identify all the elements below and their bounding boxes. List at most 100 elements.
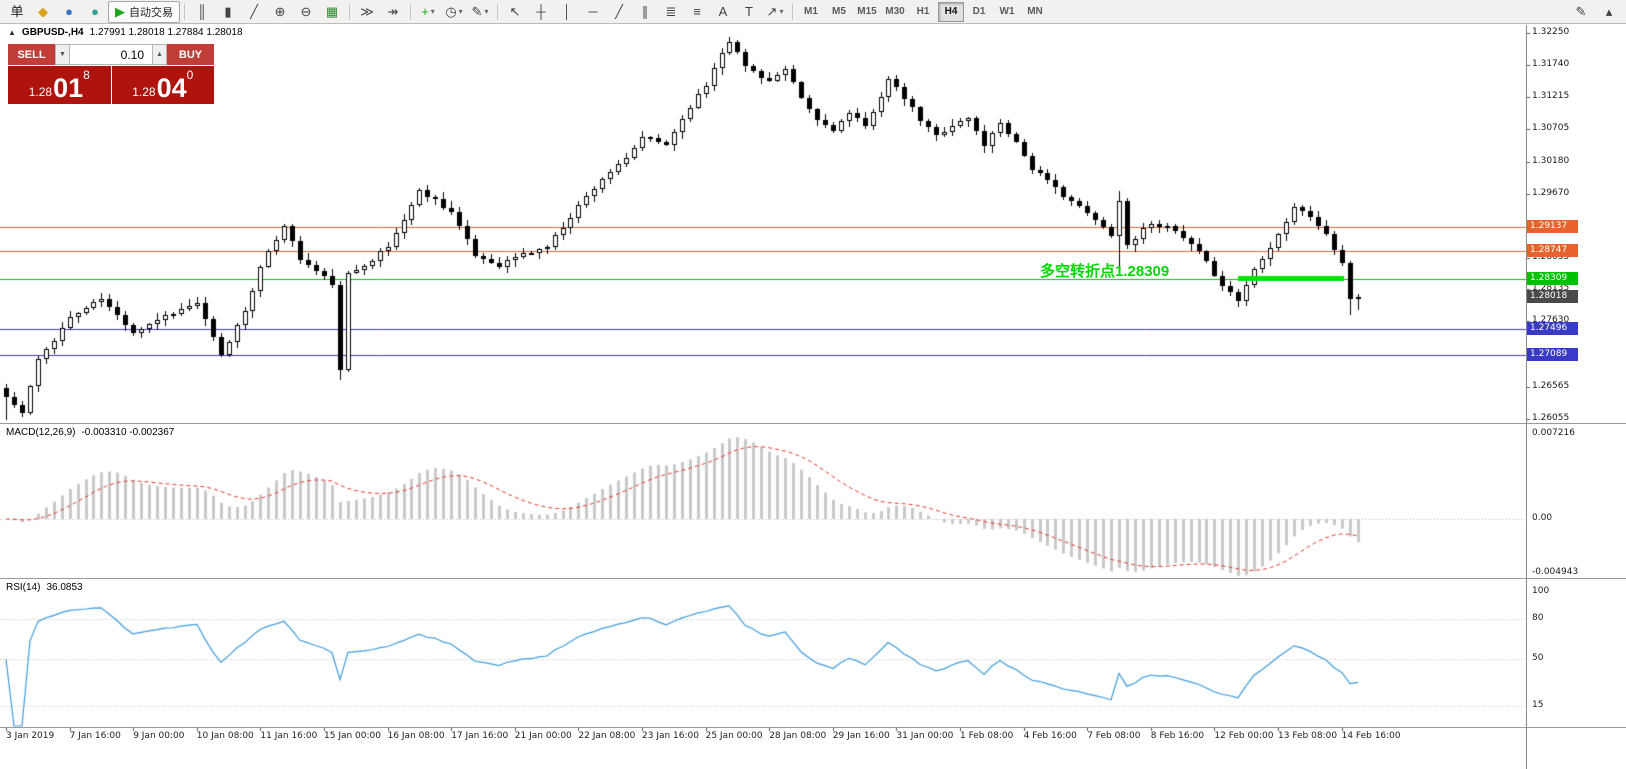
timeframe-m1-button[interactable]: M1	[804, 6, 818, 17]
collapse-toolbar-icon: ▴	[1605, 4, 1613, 19]
cursor-button[interactable]: ↖	[502, 1, 528, 23]
zoom-in-icon: ⊕	[274, 4, 286, 19]
price-level-badge: 1.27496	[1527, 322, 1578, 336]
timeframe-m5-button[interactable]: M5	[832, 6, 846, 17]
price-axis-label: 1.30705	[1532, 123, 1570, 134]
cursor-icon: ↖	[509, 4, 521, 19]
tile-windows-button[interactable]: ▦	[319, 1, 345, 23]
price-axis-label: 1.26565	[1532, 381, 1570, 392]
autotrading-label: 自动交易	[129, 6, 173, 19]
price-axis-label: 1.30180	[1532, 155, 1570, 166]
horizontal-line-button[interactable]: ─	[580, 1, 606, 23]
bar-chart-button[interactable]: ║	[189, 1, 215, 23]
candlestick-chart-button[interactable]: ▮	[215, 1, 241, 23]
timeframe-h1-button[interactable]: H1	[916, 6, 930, 17]
volume-input[interactable]: 0.10	[70, 44, 152, 65]
pivot-annotation-text[interactable]: 多空转折点1.28309	[1040, 263, 1170, 280]
templates-icon: ✎	[471, 4, 483, 19]
time-axis-label: 16 Jan 08:00	[387, 731, 445, 741]
price-axis-border[interactable]	[1526, 25, 1527, 769]
text-icon: A	[718, 4, 728, 19]
buy-button[interactable]: BUY	[167, 44, 214, 65]
price-level-badge: 1.28309	[1527, 271, 1578, 285]
profiles-icon: ●	[65, 4, 73, 19]
time-axis-label: 11 Jan 16:00	[260, 731, 318, 741]
macd-panel-separator[interactable]	[0, 423, 1626, 424]
sell-price-big: 01	[53, 73, 84, 104]
label-button[interactable]: T	[736, 1, 762, 23]
vertical-line-button[interactable]: │	[554, 1, 580, 23]
timeframe-w1-button[interactable]: W1	[999, 6, 1015, 17]
tile-windows-icon: ▦	[325, 4, 339, 19]
rsi-axis-label: 80	[1532, 612, 1544, 623]
arrows-button[interactable]: ↗ ▾	[762, 1, 788, 23]
cycle-lines-button[interactable]: ≡	[684, 1, 710, 23]
templates-button[interactable]: ✎ ▾	[467, 1, 493, 23]
volume-down-button[interactable]: ▼	[55, 44, 70, 65]
time-axis-label: 25 Jan 00:00	[705, 731, 763, 741]
channel-button[interactable]: ∥	[632, 1, 658, 23]
time-axis-label: 23 Jan 16:00	[642, 731, 699, 741]
price-level-badge: 1.27089	[1527, 347, 1578, 361]
sell-price-sup: 8	[83, 68, 90, 82]
macd-axis-label: 0.007216	[1532, 428, 1575, 438]
line-chart-button[interactable]: ╱	[241, 1, 267, 23]
line-chart-icon: ╱	[250, 4, 258, 19]
chart-shift-button[interactable]: ↠	[380, 1, 406, 23]
time-axis-label: 8 Feb 16:00	[1150, 731, 1205, 741]
toolbar-separator	[497, 3, 498, 20]
edit-toolbar-button[interactable]: ✎	[1568, 1, 1594, 23]
sell-button[interactable]: SELL	[8, 44, 55, 65]
autotrading-button[interactable]: ▶ 自动交易	[108, 0, 180, 23]
crosshair-button[interactable]: ┼	[528, 1, 554, 23]
zoom-in-button[interactable]: ⊕	[267, 1, 293, 23]
fibonacci-button[interactable]: ≣	[658, 1, 684, 23]
indicators-button[interactable]: + ▾	[415, 1, 441, 23]
time-axis-label: 31 Jan 00:00	[896, 731, 954, 741]
arrows-icon: ↗	[766, 4, 778, 19]
collapse-trade-panel-arrow[interactable]: ▲	[8, 28, 16, 37]
new-chart-button[interactable]: ◆	[30, 1, 56, 23]
new-chart-icon: ◆	[38, 4, 48, 19]
volume-up-button[interactable]: ▲	[152, 44, 167, 65]
zoom-out-button[interactable]: ⊖	[293, 1, 319, 23]
buy-price-display[interactable]: 1.28 04 0	[111, 66, 214, 104]
rsi-indicator-name: RSI(14)	[6, 582, 41, 593]
rsi-axis-label: 50	[1532, 653, 1544, 663]
time-axis-label: 7 Jan 16:00	[69, 731, 121, 741]
profiles-button[interactable]: ●	[56, 1, 82, 23]
collapse-toolbar-button[interactable]: ▴	[1596, 1, 1622, 23]
dropdown-arrow-icon: ▾	[779, 7, 784, 16]
timeframe-h4-button[interactable]: H4	[938, 1, 964, 22]
timeframe-mn-button[interactable]: MN	[1027, 6, 1043, 17]
auto-scroll-button[interactable]: ≫	[354, 1, 380, 23]
sell-price-display[interactable]: 1.28 01 8	[8, 66, 111, 104]
macd-axis-label: 0.00	[1532, 513, 1553, 523]
toolbar-separator	[792, 3, 793, 20]
horizontal-line-icon: ─	[588, 4, 598, 19]
time-axis-label: 17 Jan 16:00	[451, 731, 509, 741]
bar-chart-icon: ║	[197, 4, 207, 19]
dropdown-arrow-icon: ▾	[458, 7, 463, 16]
macd-axis-label: -0.004943	[1532, 567, 1579, 577]
rsi-panel-separator[interactable]	[0, 578, 1626, 579]
time-axis-label: 10 Jan 08:00	[196, 731, 254, 741]
timeframe-m15-button[interactable]: M15	[857, 6, 877, 17]
timeframe-m30-button[interactable]: M30	[885, 6, 905, 17]
label-icon: T	[745, 4, 753, 19]
one-click-trading-panel: SELL ▼ 0.10 ▲ BUY 1.28 01 8 1.28 04 0	[8, 44, 214, 104]
navigator-button[interactable]: ●	[82, 1, 108, 23]
time-axis-label: 28 Jan 08:00	[769, 731, 827, 741]
time-axis-border	[0, 727, 1626, 728]
new-order-button[interactable]: 单	[4, 1, 30, 23]
auto-scroll-icon: ≫	[360, 4, 374, 19]
time-axis-label: 13 Feb 08:00	[1278, 731, 1338, 741]
periods-button[interactable]: ◷ ▾	[441, 1, 467, 23]
timeframe-d1-button[interactable]: D1	[972, 6, 986, 17]
text-button[interactable]: A	[710, 1, 736, 23]
buy-price-prefix: 1.28	[132, 85, 156, 99]
dropdown-arrow-icon: ▾	[484, 7, 489, 16]
trendline-button[interactable]: ╱	[606, 1, 632, 23]
